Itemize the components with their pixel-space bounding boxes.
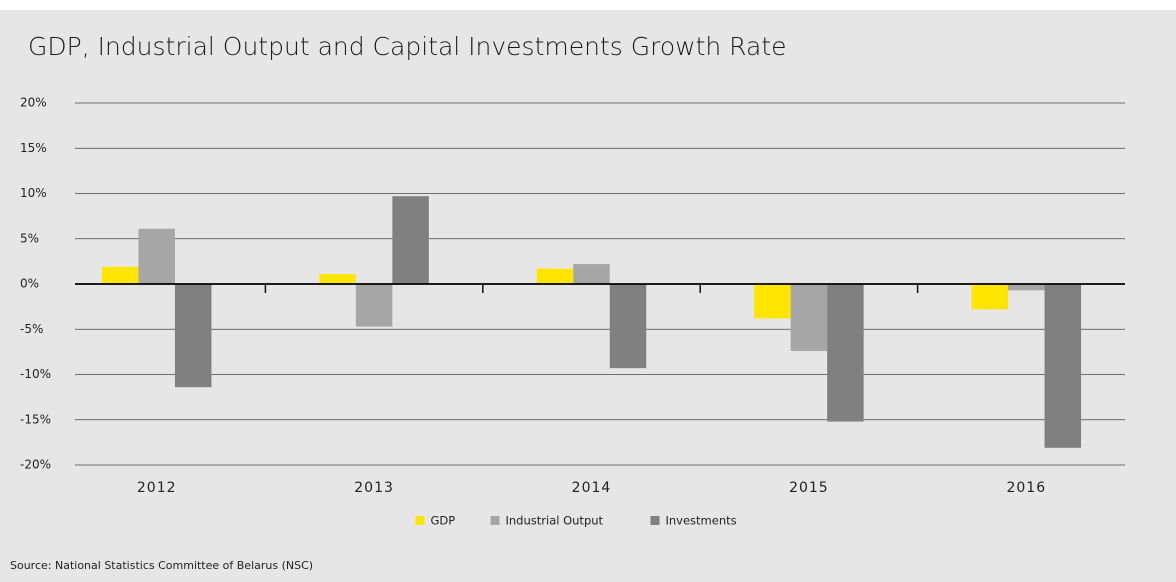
bar: [392, 196, 429, 284]
x-tick-label: 2013: [354, 480, 394, 496]
bar: [319, 274, 356, 284]
legend-label: Investments: [666, 514, 737, 528]
x-tick-label: 2015: [789, 480, 829, 496]
legend-swatch: [650, 516, 660, 525]
bar: [971, 284, 1009, 310]
y-tick-label: 20%: [20, 96, 47, 110]
x-tick-label: 2014: [572, 480, 612, 496]
legend-label: Industrial Output: [506, 514, 604, 528]
y-tick-label: -20%: [20, 458, 51, 472]
legend-label: GDP: [431, 514, 456, 528]
bar: [573, 264, 610, 284]
source: Source: National Statistics Committee of…: [10, 559, 313, 572]
bar: [355, 284, 393, 327]
bar: [754, 284, 791, 319]
x-tick-label: 2012: [137, 480, 177, 496]
bar: [790, 284, 828, 351]
y-tick-label: 10%: [20, 186, 47, 200]
x-tick-label: 2016: [1006, 480, 1046, 496]
y-tick-label: -10%: [20, 367, 51, 381]
bar: [1044, 284, 1082, 448]
chart-title: GDP, Industrial Output and Capital Inves…: [28, 32, 787, 61]
legend-swatch: [415, 516, 425, 525]
bar: [138, 228, 175, 284]
bar: [174, 284, 212, 388]
bar: [536, 268, 574, 284]
y-tick-label: 15%: [20, 141, 47, 155]
y-tick-label: 0%: [20, 277, 39, 291]
bar: [827, 284, 864, 422]
legend-swatch: [490, 516, 500, 525]
y-tick-label: 5%: [20, 231, 39, 245]
bar: [609, 284, 647, 369]
y-tick-label: -15%: [20, 412, 51, 426]
bar: [101, 266, 139, 284]
y-tick-label: -5%: [20, 322, 43, 336]
bar: [1008, 284, 1045, 291]
